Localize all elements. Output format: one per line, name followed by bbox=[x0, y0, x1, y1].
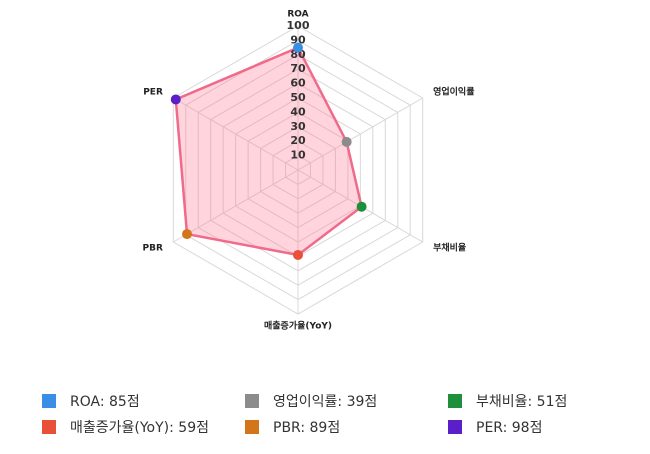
tick-label: 90 bbox=[290, 33, 306, 46]
legend-swatch bbox=[448, 420, 462, 434]
tick-label: 40 bbox=[290, 105, 306, 118]
data-area bbox=[174, 45, 364, 257]
spoke bbox=[173, 169, 299, 243]
data-point bbox=[293, 42, 303, 53]
tick-label: 50 bbox=[290, 91, 306, 104]
tick-label: 20 bbox=[290, 134, 306, 147]
legend-label: PER: 98점 bbox=[476, 420, 542, 436]
legend-label: PBR: 89점 bbox=[273, 420, 340, 436]
legend-swatch bbox=[42, 394, 56, 408]
data-point bbox=[356, 201, 367, 212]
legend-swatch bbox=[245, 394, 259, 408]
axis-label: 매출증가율(YoY) bbox=[264, 320, 332, 332]
tick-label: 10 bbox=[290, 149, 306, 162]
legend-swatch bbox=[245, 420, 259, 434]
spoke bbox=[173, 97, 299, 171]
axis-label: ROA bbox=[287, 10, 308, 20]
data-point bbox=[341, 136, 352, 147]
tick-label: 60 bbox=[290, 77, 306, 90]
legend-label: ROA: 85점 bbox=[70, 394, 140, 410]
legend-label: 영업이익률: 39점 bbox=[273, 394, 377, 410]
tick-label: 100 bbox=[287, 19, 310, 32]
legend-label: 매출증가율(YoY): 59점 bbox=[70, 420, 209, 436]
tick-label: 30 bbox=[290, 120, 306, 133]
axis-label: PER bbox=[143, 88, 163, 98]
axis-label: PBR bbox=[143, 244, 163, 254]
legend-swatch bbox=[448, 394, 462, 408]
axis-label: 부채비율 bbox=[433, 242, 466, 254]
spoke bbox=[297, 97, 423, 171]
data-point bbox=[170, 94, 181, 105]
tick-label: 70 bbox=[290, 62, 306, 75]
legend-label: 부채비율: 51점 bbox=[476, 394, 567, 410]
tick-label: 80 bbox=[290, 48, 306, 61]
axis-label: 영업이익률 bbox=[433, 86, 474, 98]
legend-swatch bbox=[42, 420, 56, 434]
data-point bbox=[182, 229, 193, 240]
data-point bbox=[293, 249, 303, 260]
